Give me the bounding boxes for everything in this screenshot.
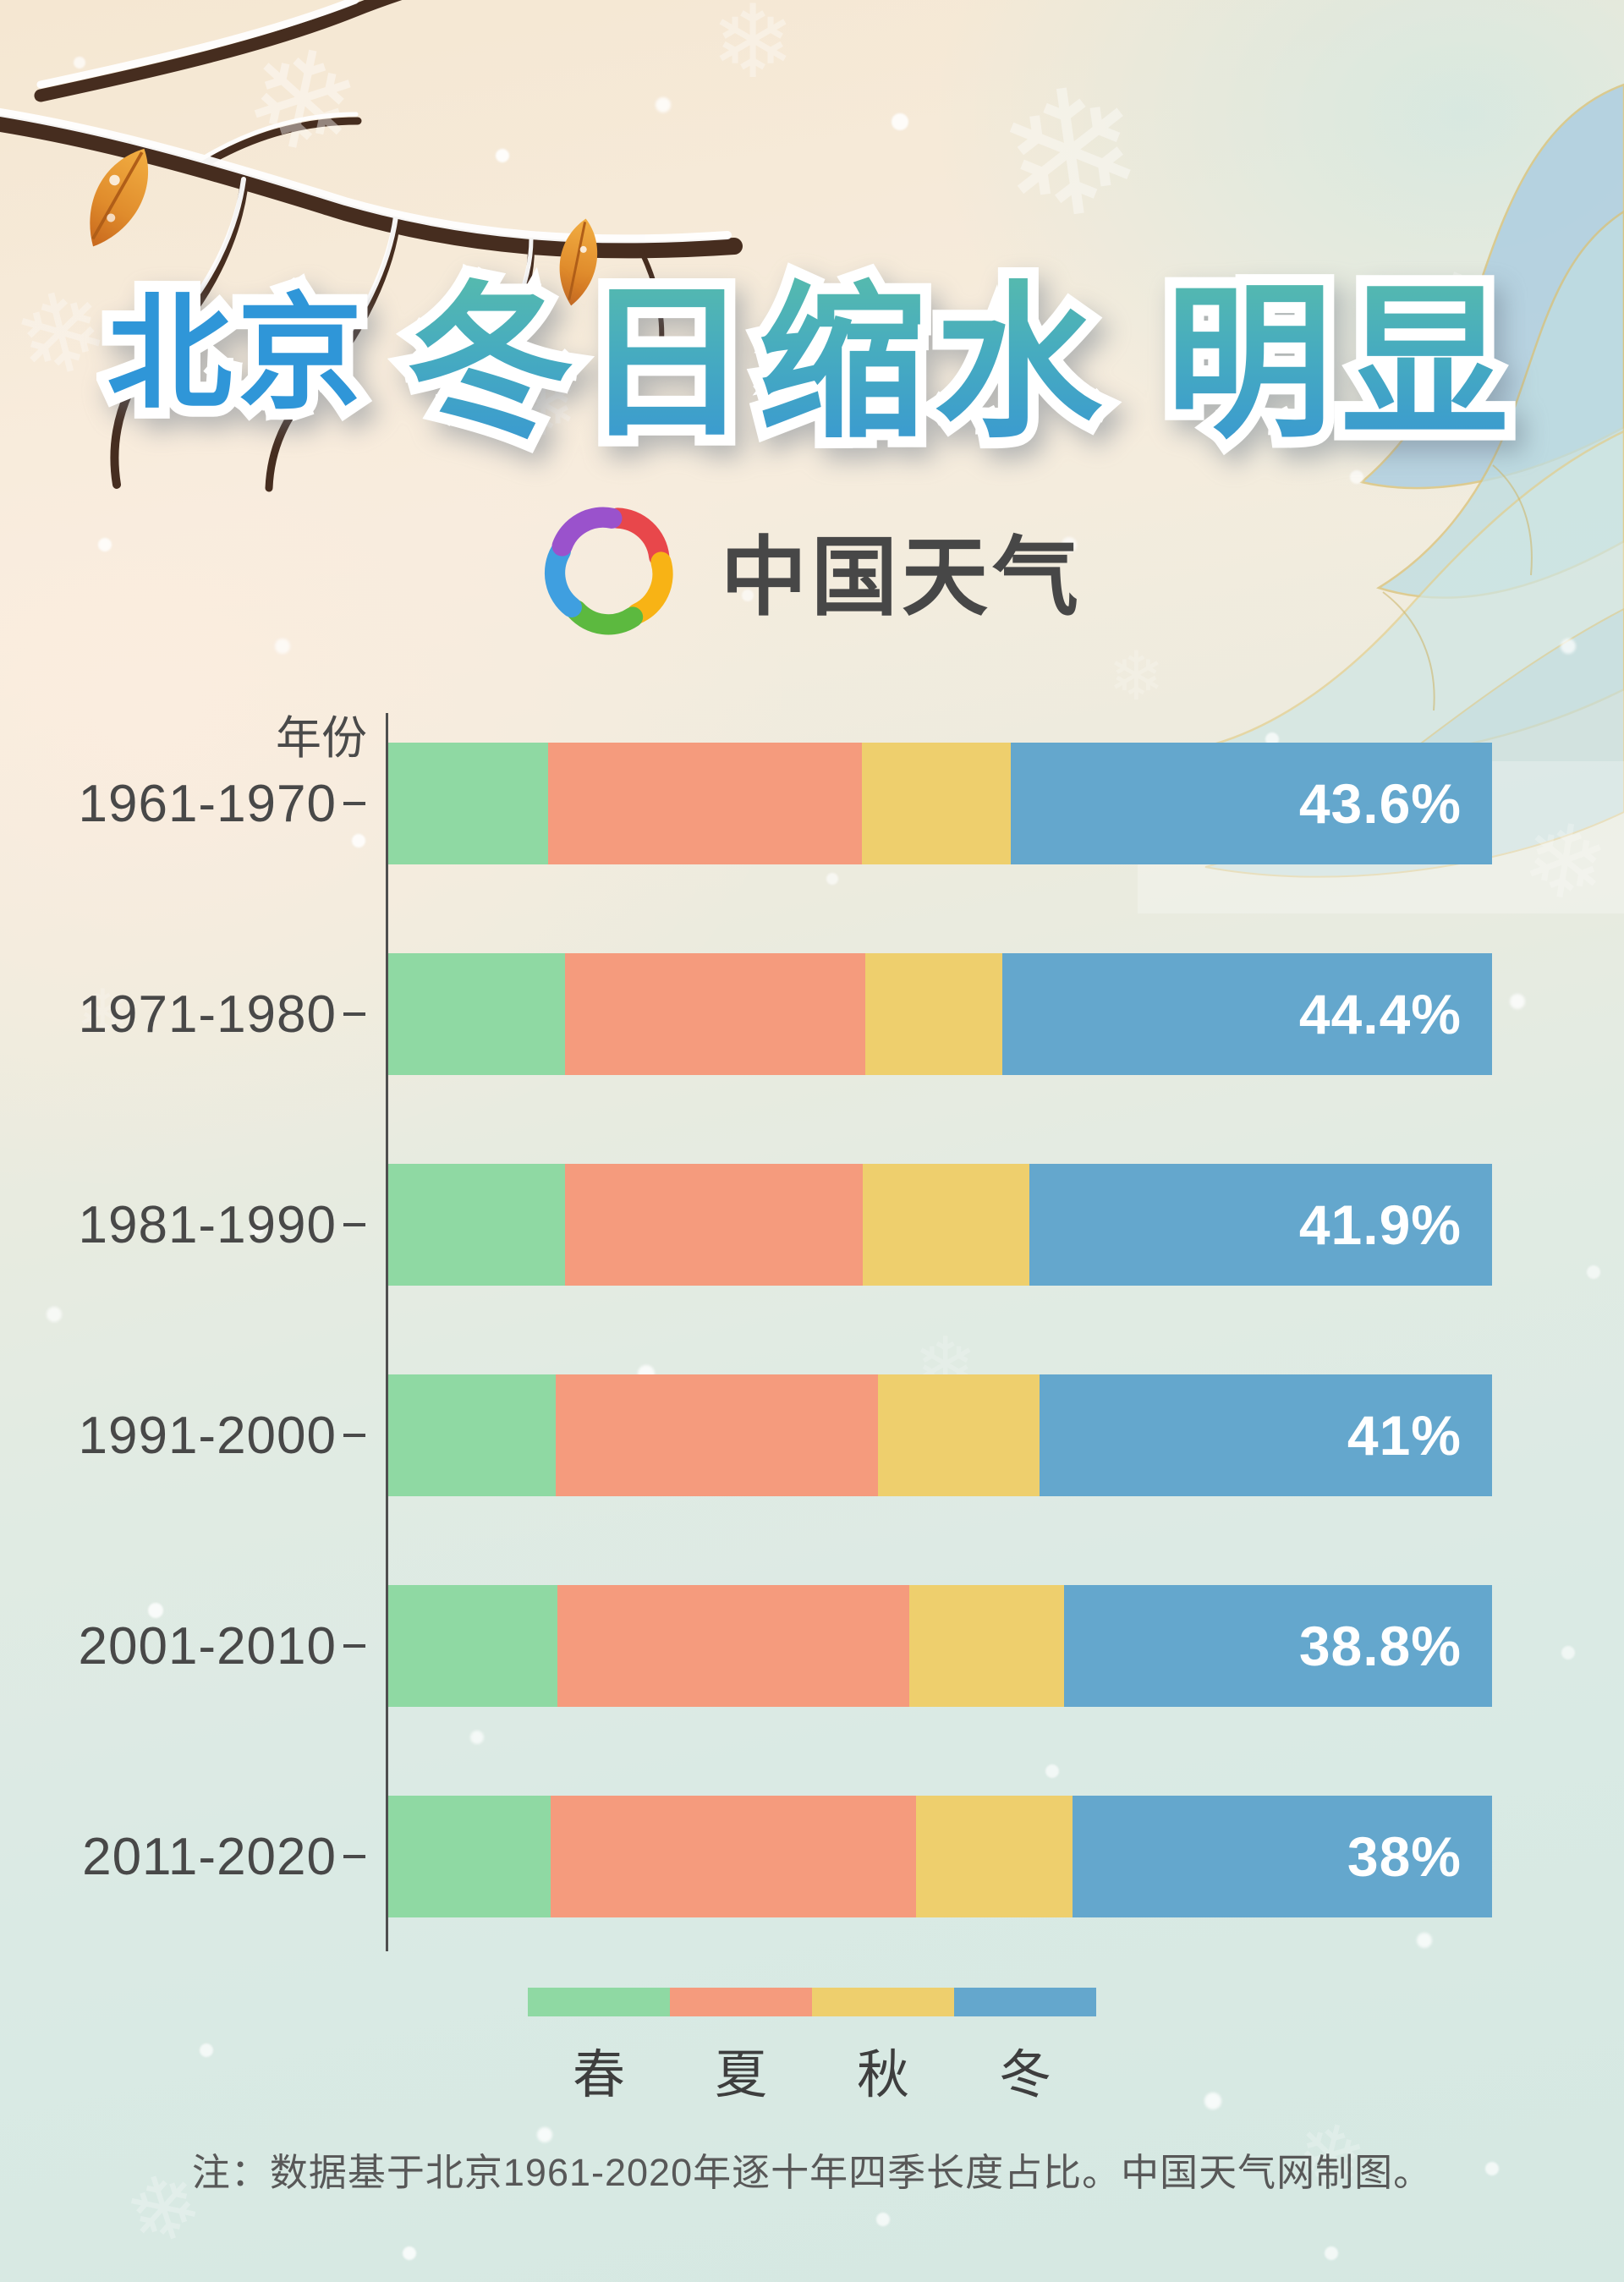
row-label: 2001-2010 xyxy=(78,1616,337,1676)
chart-row: 1981-1990 41.9% xyxy=(0,1164,1624,1286)
bar-segment-夏 xyxy=(564,953,865,1075)
bar-segment-冬: 41.9% xyxy=(1029,1164,1492,1286)
bar-segment-夏 xyxy=(556,1374,879,1496)
autumn-leaf-icon xyxy=(90,148,148,247)
row-label: 1971-1980 xyxy=(78,985,337,1044)
legend-label-秋: 秋 xyxy=(856,2046,909,2104)
bar-segment-秋 xyxy=(864,953,1002,1075)
axis-tick xyxy=(343,1223,365,1226)
title-main: 冬日缩水 明显 xyxy=(406,228,1517,470)
stacked-bar: 41% xyxy=(388,1374,1492,1496)
bar-segment-春 xyxy=(388,1585,557,1707)
chart-row: 1991-2000 41% xyxy=(0,1374,1624,1496)
footer-note: 注：数据基于北京1961-2020年逐十年四季长度占比。中国天气网制图。 xyxy=(191,2151,1433,2194)
page-title: 北京冬日缩水 明显 xyxy=(0,228,1624,470)
winter-percent-label: 41.9% xyxy=(1298,1193,1462,1256)
chart-row: 1971-1980 44.4% xyxy=(0,953,1624,1075)
bar-segment-秋 xyxy=(878,1374,1040,1496)
bar-segment-夏 xyxy=(564,1164,864,1286)
row-label: 1991-2000 xyxy=(78,1406,337,1465)
winter-percent-label: 44.4% xyxy=(1298,983,1462,1045)
bar-segment-冬: 38% xyxy=(1073,1796,1492,1917)
china-weather-logo: 中国天气 xyxy=(0,502,1624,638)
legend-swatch-秋 xyxy=(812,1988,954,2016)
bar-segment-秋 xyxy=(861,743,1011,864)
legend-color-strip xyxy=(528,1988,1096,2016)
chart-row: 1961-1970 43.6% xyxy=(0,743,1624,864)
bar-segment-秋 xyxy=(908,1585,1064,1707)
row-label: 2011-2020 xyxy=(82,1827,337,1886)
chart-row: 2011-2020 38% xyxy=(0,1796,1624,1917)
winter-percent-label: 38.8% xyxy=(1298,1615,1462,1677)
bar-segment-冬: 44.4% xyxy=(1001,953,1492,1075)
row-label: 1981-1990 xyxy=(78,1195,337,1254)
stacked-bar: 43.6% xyxy=(388,743,1492,864)
legend-label-夏: 夏 xyxy=(714,2046,767,2104)
winter-percent-label: 38% xyxy=(1347,1825,1462,1888)
winter-percent-label: 41% xyxy=(1347,1404,1462,1467)
bar-segment-夏 xyxy=(557,1585,909,1707)
bar-segment-春 xyxy=(388,743,549,864)
axis-caption: 年份 xyxy=(276,713,367,764)
legend-swatch-春 xyxy=(528,1988,670,2016)
row-label: 1961-1970 xyxy=(78,774,337,833)
bar-segment-春 xyxy=(388,1796,551,1917)
bar-segment-秋 xyxy=(863,1164,1030,1286)
axis-tick xyxy=(343,1855,365,1858)
bar-segment-夏 xyxy=(548,743,862,864)
bar-segment-冬: 43.6% xyxy=(1011,743,1492,864)
legend-label-冬: 冬 xyxy=(998,2046,1051,2104)
legend-swatch-夏 xyxy=(670,1988,812,2016)
bar-segment-春 xyxy=(388,1164,565,1286)
legend-label-春: 春 xyxy=(572,2046,625,2104)
stacked-bar: 38.8% xyxy=(388,1585,1492,1707)
legend: 春夏秋冬 xyxy=(0,1988,1624,2108)
chart-row: 2001-2010 38.8% xyxy=(0,1585,1624,1707)
legend-swatch-冬 xyxy=(954,1988,1096,2016)
bar-segment-秋 xyxy=(915,1796,1073,1917)
axis-tick xyxy=(343,1434,365,1437)
logo-text: 中国天气 xyxy=(721,529,1083,626)
bar-segment-夏 xyxy=(550,1796,916,1917)
y-axis-line xyxy=(386,713,388,1951)
bar-segment-冬: 38.8% xyxy=(1063,1585,1492,1707)
legend-labels: 春夏秋冬 xyxy=(528,2032,1096,2108)
winter-percent-label: 43.6% xyxy=(1298,772,1462,835)
bar-segment-春 xyxy=(388,1374,557,1496)
pinwheel-logo-icon xyxy=(544,507,673,635)
snow-dots-decoration xyxy=(0,0,7,7)
axis-tick xyxy=(343,802,365,805)
bar-segment-冬: 41% xyxy=(1039,1374,1492,1496)
stacked-bar: 44.4% xyxy=(388,953,1492,1075)
axis-tick xyxy=(343,1012,365,1016)
stacked-bar: 38% xyxy=(388,1796,1492,1917)
bar-segment-春 xyxy=(388,953,565,1075)
chart-rows: 1961-1970 43.6% 1971-1980 44.4% 1981-1990 41.… xyxy=(0,743,1624,2006)
stacked-bar: 41.9% xyxy=(388,1164,1492,1286)
title-prefix: 北京 xyxy=(107,251,367,433)
axis-tick xyxy=(343,1644,365,1648)
snowflake-icon: ❄ xyxy=(985,48,1156,261)
